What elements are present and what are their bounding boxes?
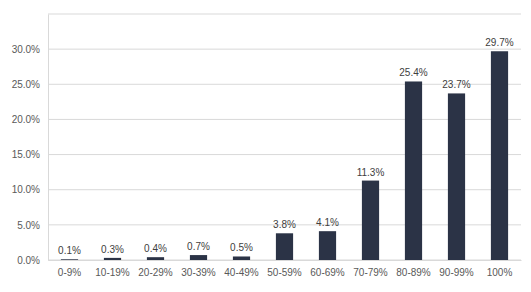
y-tick-label: 25.0% (12, 79, 40, 90)
x-tick: 90-99% (439, 260, 474, 278)
grid-line (48, 49, 521, 50)
bar (104, 258, 121, 260)
data-label: 29.7% (485, 37, 513, 48)
x-axis: 0-9% 10-19% 20-29% 30-39% 40-49% 50-59% 60-69%… (49, 260, 522, 278)
y-tick-label: 20.0% (12, 114, 40, 125)
y-tick-label: 15.0% (12, 149, 40, 160)
y-axis-line (48, 15, 49, 261)
x-tick-label: 100% (487, 267, 513, 278)
bar (61, 259, 78, 260)
bar (405, 81, 422, 260)
data-label: 0.7% (187, 241, 210, 252)
data-labels: 0.1% 0.3% 0.4% 0.7% 0.5% 3.8% 4.1% 11.3% 25.4% 23… (58, 37, 514, 256)
data-label: 11.3% (357, 167, 385, 178)
bars (61, 51, 508, 260)
x-tick-label: 10-19% (95, 267, 130, 278)
x-tick: 80-89% (396, 260, 431, 278)
y-tick-label: 5.0% (17, 220, 40, 231)
bar (491, 51, 508, 260)
bar (233, 256, 250, 260)
chart: 0.0% 5.0% 10.0% 15.0% 20.0% 25.0% 30.0% 0-9% 10-… (0, 0, 531, 292)
data-label: 0.3% (101, 244, 124, 255)
y-tick: 0.0% (17, 255, 48, 266)
y-tick: 30.0% (12, 44, 48, 55)
x-axis-line (49, 260, 522, 261)
y-tick: 20.0% (12, 114, 48, 125)
x-tick-label: 0-9% (58, 267, 81, 278)
bar (319, 231, 336, 260)
y-tick-label: 0.0% (17, 255, 40, 266)
bar (362, 181, 379, 260)
grid (48, 49, 521, 260)
data-label: 0.1% (58, 245, 81, 256)
x-tick-label: 70-79% (353, 267, 388, 278)
x-tick: 50-59% (267, 260, 302, 278)
bar (147, 257, 164, 260)
x-tick-label: 20-29% (138, 267, 173, 278)
x-tick: 100% (487, 260, 513, 278)
x-tick-label: 90-99% (439, 267, 474, 278)
x-tick: 0-9% (58, 260, 81, 278)
data-label: 0.4% (144, 243, 167, 254)
y-tick: 5.0% (17, 220, 48, 231)
plot: 0.0% 5.0% 10.0% 15.0% 20.0% 25.0% 30.0% 0-9% 10-… (12, 14, 522, 278)
y-tick-label: 30.0% (12, 44, 40, 55)
plot-frame (48, 14, 521, 15)
y-tick: 10.0% (12, 184, 48, 195)
data-label: 25.4% (399, 67, 427, 78)
x-tick: 60-69% (310, 260, 345, 278)
bar (448, 93, 465, 260)
data-label: 3.8% (273, 219, 296, 230)
bar (276, 233, 293, 260)
y-axis: 0.0% 5.0% 10.0% 15.0% 20.0% 25.0% 30.0% (12, 15, 49, 266)
bar (190, 255, 207, 260)
x-tick-label: 80-89% (396, 267, 431, 278)
x-tick-label: 40-49% (224, 267, 259, 278)
x-tick: 70-79% (353, 260, 388, 278)
y-tick: 25.0% (12, 79, 48, 90)
x-tick-label: 30-39% (181, 267, 216, 278)
x-tick-label: 50-59% (267, 267, 302, 278)
y-tick-label: 10.0% (12, 184, 40, 195)
x-tick-label: 60-69% (310, 267, 345, 278)
data-label: 4.1% (316, 217, 339, 228)
x-tick: 10-19% (95, 260, 130, 278)
y-tick: 15.0% (12, 149, 48, 160)
x-tick: 30-39% (181, 260, 216, 278)
data-label: 0.5% (230, 242, 253, 253)
data-label: 23.7% (442, 79, 470, 90)
x-tick: 20-29% (138, 260, 173, 278)
x-tick: 40-49% (224, 260, 259, 278)
